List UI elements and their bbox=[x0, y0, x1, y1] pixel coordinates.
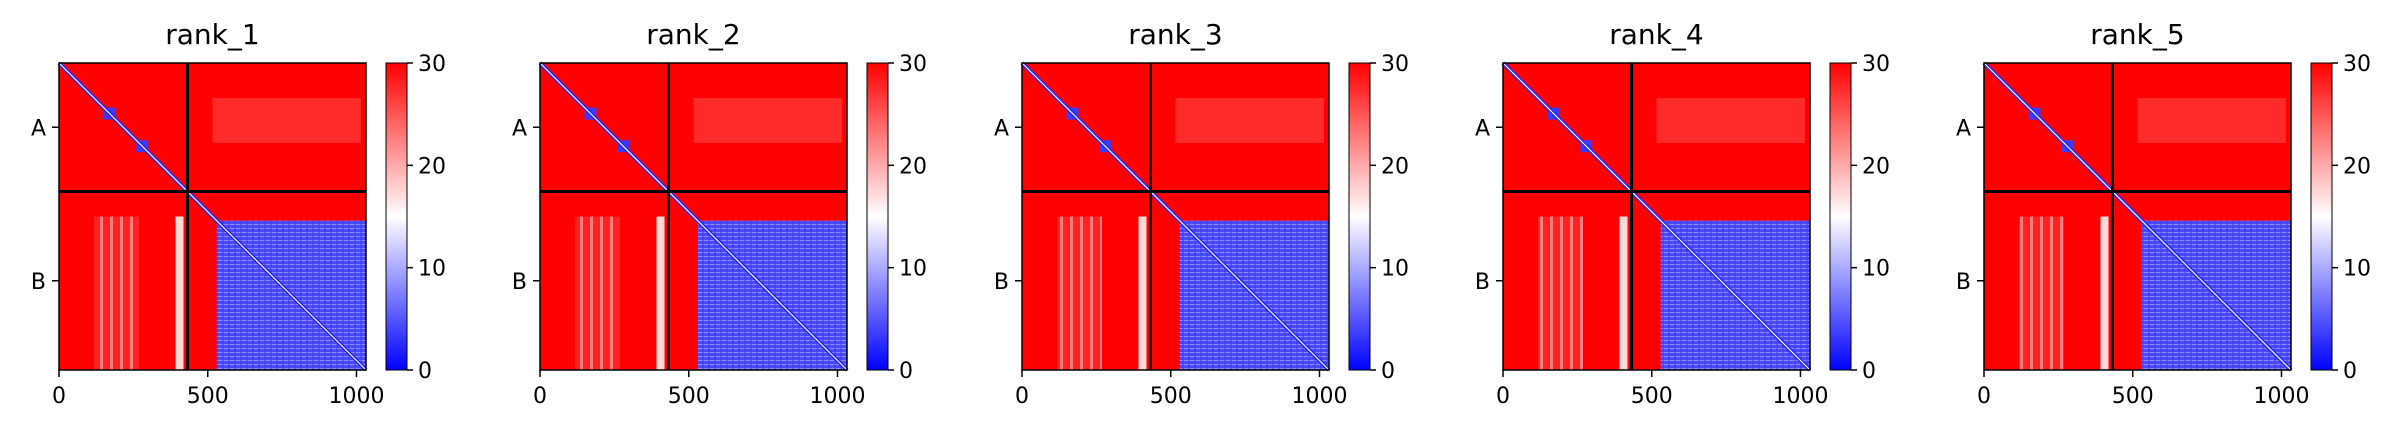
ab-low-confidence-band bbox=[212, 98, 361, 143]
panel-title: rank_5 bbox=[2090, 18, 2184, 51]
panel-5: rank_5 0 500 1000 A B 0 10 20 30 bbox=[1956, 18, 2371, 409]
diagonal-highlight bbox=[539, 62, 848, 371]
y-tick-label: A bbox=[1475, 116, 1490, 141]
ab-low-confidence-band bbox=[693, 98, 842, 143]
colorbar-tick-label: 20 bbox=[418, 154, 446, 179]
ba-edge-band bbox=[175, 216, 184, 370]
colorbar-gradient bbox=[1829, 62, 1852, 371]
panel-4: rank_4 0 500 1000 A B 0 10 20 30 bbox=[1475, 18, 1890, 409]
colorbar-tick-label: 30 bbox=[418, 52, 446, 77]
colorbar-tick-label: 20 bbox=[2343, 154, 2371, 179]
heatmap bbox=[538, 61, 849, 372]
colorbar-tick-label: 0 bbox=[1862, 359, 1876, 384]
colorbar: 0 10 20 30 bbox=[2310, 52, 2371, 384]
ba-edge-band bbox=[656, 216, 665, 370]
colorbar-tick-label: 10 bbox=[418, 257, 446, 282]
ab-low-confidence-band bbox=[1175, 98, 1324, 143]
x-tick-label: 0 bbox=[1977, 384, 1991, 409]
colorbar-tick-label: 30 bbox=[2343, 52, 2371, 77]
colorbar: 0 10 20 30 bbox=[1829, 52, 1890, 384]
colorbar-tick-label: 20 bbox=[1862, 154, 1890, 179]
ab-low-confidence-band bbox=[2137, 98, 2286, 143]
ba-vertical-band bbox=[575, 216, 620, 370]
axes-frame bbox=[1021, 62, 1330, 371]
ba-vertical-band bbox=[1057, 216, 1102, 370]
diagonal-highlight bbox=[1021, 62, 1330, 371]
colorbar-tick-label: 30 bbox=[1862, 52, 1890, 77]
colorbar: 0 10 20 30 bbox=[866, 52, 927, 384]
x-tick-label: 0 bbox=[1015, 384, 1029, 409]
x-tick-label: 1000 bbox=[328, 384, 384, 409]
colorbar-tick-label: 0 bbox=[1381, 359, 1395, 384]
ba-vertical-band bbox=[1538, 216, 1583, 370]
y-tick-label: B bbox=[31, 270, 46, 295]
ba-vertical-band bbox=[2019, 216, 2064, 370]
x-tick-label: 1000 bbox=[809, 384, 865, 409]
axes-frame bbox=[58, 62, 367, 371]
panel-2: rank_2 0 500 1000 A B 0 10 20 30 bbox=[512, 18, 927, 409]
y-tick-label: B bbox=[1956, 270, 1971, 295]
diagonal-highlight bbox=[1502, 62, 1811, 371]
x-tick-label: 500 bbox=[187, 384, 229, 409]
y-tick-label: A bbox=[1956, 116, 1971, 141]
heatmap bbox=[1982, 61, 2293, 372]
colorbar: 0 10 20 30 bbox=[385, 52, 446, 384]
colorbar-tick-label: 20 bbox=[1381, 154, 1409, 179]
colorbar: 0 10 20 30 bbox=[1348, 52, 1409, 384]
y-tick-label: B bbox=[1475, 270, 1490, 295]
colorbar-gradient bbox=[1348, 62, 1371, 371]
ba-edge-band bbox=[1619, 216, 1628, 370]
y-tick-label: A bbox=[512, 116, 527, 141]
heatmap bbox=[57, 61, 368, 372]
colorbar-tick-label: 20 bbox=[899, 154, 927, 179]
diagonal-highlight bbox=[58, 62, 367, 371]
x-tick-label: 1000 bbox=[1291, 384, 1347, 409]
x-tick-label: 0 bbox=[533, 384, 547, 409]
x-tick-label: 500 bbox=[1150, 384, 1192, 409]
colorbar-gradient bbox=[2310, 62, 2333, 371]
axes-frame bbox=[539, 62, 848, 371]
colorbar-tick-label: 0 bbox=[418, 359, 432, 384]
ba-edge-band bbox=[2100, 216, 2109, 370]
x-tick-label: 1000 bbox=[2253, 384, 2309, 409]
colorbar-tick-label: 0 bbox=[2343, 359, 2357, 384]
x-tick-label: 1000 bbox=[1772, 384, 1828, 409]
x-tick-label: 500 bbox=[668, 384, 710, 409]
colorbar-tick-label: 10 bbox=[899, 257, 927, 282]
colorbar-tick-label: 0 bbox=[899, 359, 913, 384]
diagonal-highlight bbox=[1983, 62, 2292, 371]
panel-title: rank_4 bbox=[1609, 18, 1703, 51]
ab-low-confidence-band bbox=[1656, 98, 1805, 143]
axes-frame bbox=[1502, 62, 1811, 371]
heatmap bbox=[1501, 61, 1812, 372]
colorbar-tick-label: 10 bbox=[1381, 257, 1409, 282]
y-tick-label: A bbox=[994, 116, 1009, 141]
x-tick-label: 0 bbox=[52, 384, 66, 409]
x-tick-label: 500 bbox=[2112, 384, 2154, 409]
colorbar-gradient bbox=[866, 62, 889, 371]
heatmap bbox=[1020, 61, 1331, 372]
colorbar-tick-label: 10 bbox=[2343, 257, 2371, 282]
colorbar-gradient bbox=[385, 62, 408, 371]
panel-1: rank_1 0 500 1000 A B 0 10 20 30 bbox=[31, 18, 446, 409]
y-tick-label: A bbox=[31, 116, 46, 141]
y-tick-label: B bbox=[994, 270, 1009, 295]
panel-title: rank_3 bbox=[1128, 18, 1222, 51]
colorbar-tick-label: 10 bbox=[1862, 257, 1890, 282]
panel-title: rank_1 bbox=[165, 18, 259, 51]
colorbar-tick-label: 30 bbox=[899, 52, 927, 77]
axes-frame bbox=[1983, 62, 2292, 371]
colorbar-tick-label: 30 bbox=[1381, 52, 1409, 77]
x-tick-label: 0 bbox=[1496, 384, 1510, 409]
ba-edge-band bbox=[1138, 216, 1147, 370]
ba-vertical-band bbox=[94, 216, 139, 370]
x-tick-label: 500 bbox=[1631, 384, 1673, 409]
panel-3: rank_3 0 500 1000 A B 0 10 20 30 bbox=[994, 18, 1409, 409]
panel-title: rank_2 bbox=[646, 18, 740, 51]
y-tick-label: B bbox=[512, 270, 527, 295]
